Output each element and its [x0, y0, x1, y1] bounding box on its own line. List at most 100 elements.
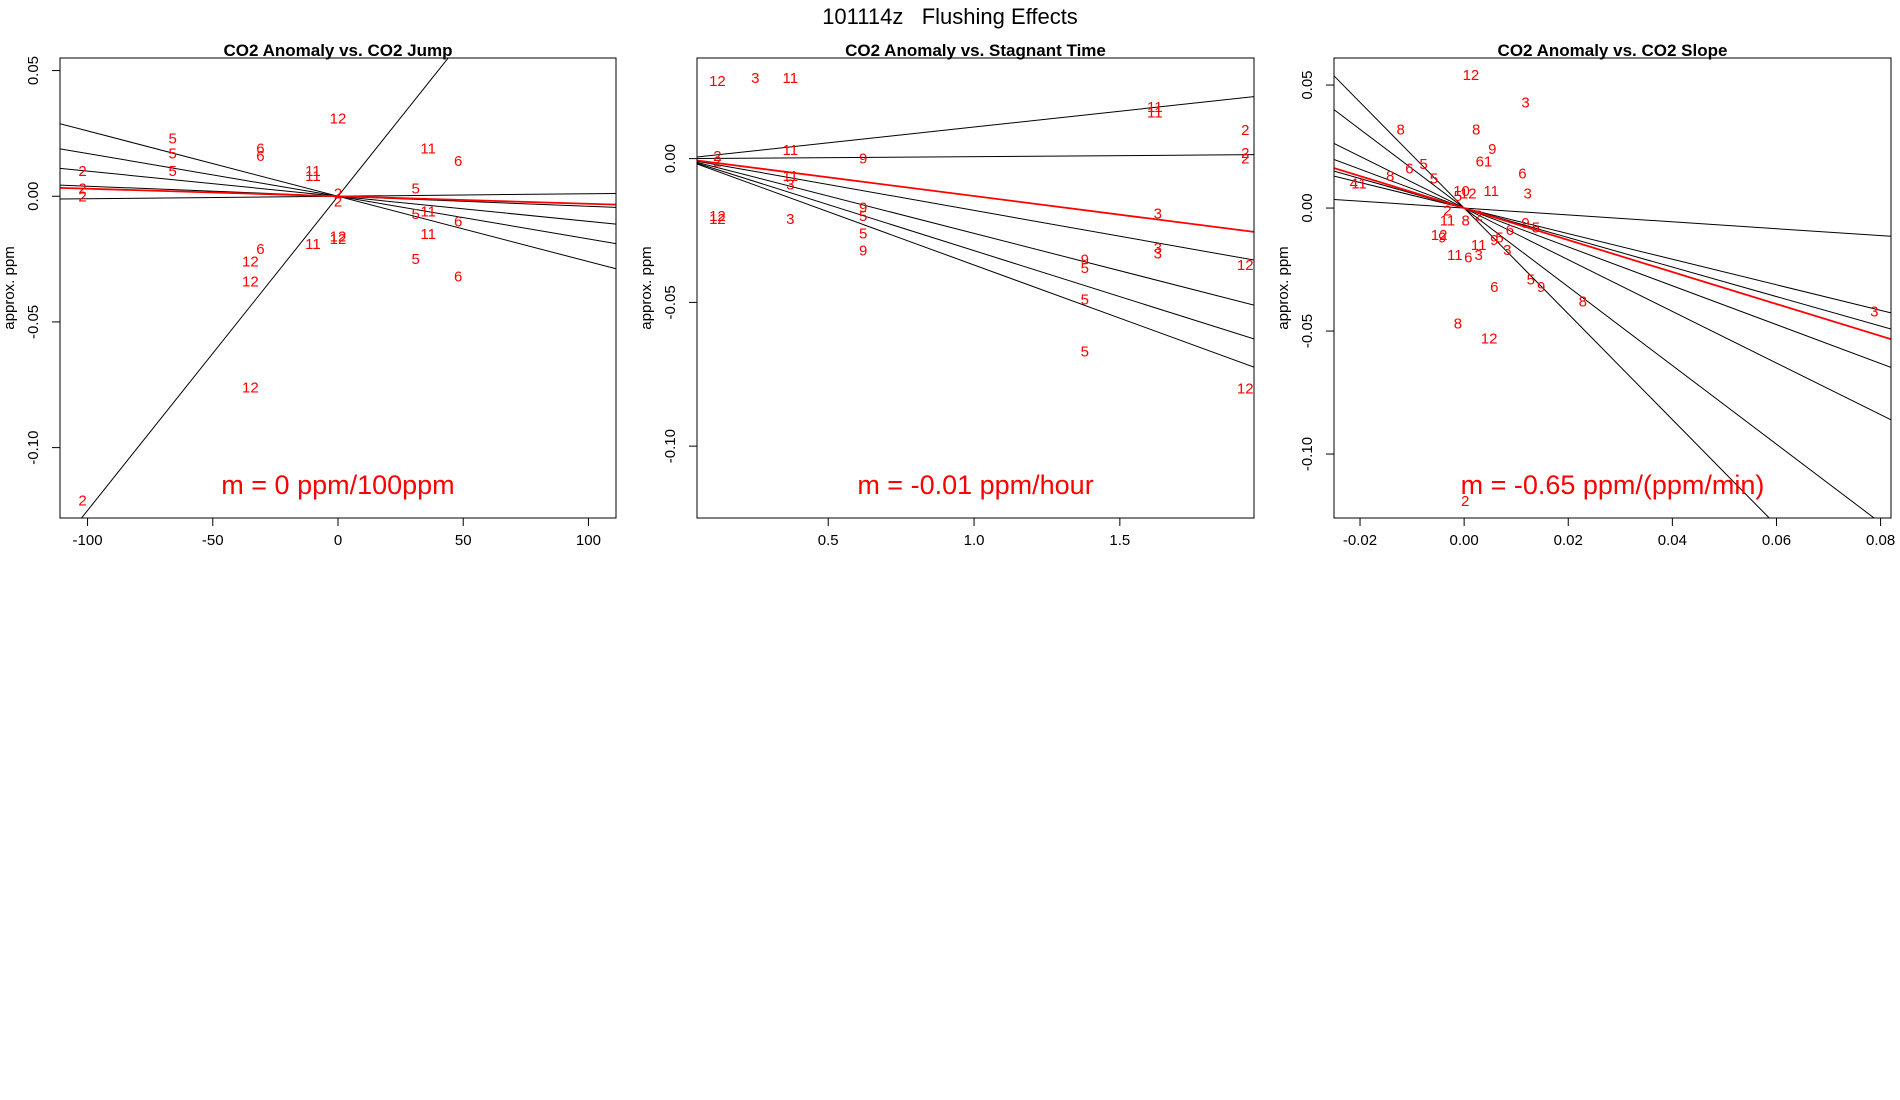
point-label: 3 [1521, 94, 1529, 111]
point-label: 8 [1472, 121, 1480, 138]
fit-line-overall [697, 159, 1254, 233]
point-label: 6 [454, 269, 462, 286]
point-label: 9 [1521, 215, 1529, 232]
y-tick-label: 0.00 [662, 144, 679, 173]
y-tick-label: -0.10 [662, 429, 679, 463]
point-label: 5 [1081, 343, 1089, 360]
point-label: 3 [1154, 205, 1162, 222]
y-axis-label: approx. ppm [638, 246, 655, 329]
point-label: 11 [420, 226, 436, 243]
point-label: 5 [1430, 171, 1438, 188]
slope-annotation: m = -0.01 ppm/hour [857, 470, 1093, 500]
fit-line [80, 58, 449, 518]
point-label: 5 [1527, 271, 1535, 288]
point-label: 5 [411, 251, 419, 268]
point-label: 5 [1495, 230, 1503, 247]
point-label: 8 [1462, 212, 1470, 229]
point-label: 3 [1503, 242, 1511, 259]
point-label: 5 [169, 163, 177, 180]
point-label: 2 [1241, 122, 1249, 139]
point-label: 5 [1419, 156, 1427, 173]
point-label: 3 [1523, 185, 1531, 202]
point-label: 61 [1476, 153, 1493, 170]
x-tick-label: 0 [334, 532, 342, 549]
x-tick-label: 0.08 [1866, 532, 1895, 549]
y-tick-label: 0.00 [1299, 193, 1316, 222]
point-label: 3 [786, 211, 794, 228]
slope-annotation: m = -0.65 ppm/(ppm/min) [1461, 470, 1765, 500]
point-label: 9 [1490, 232, 1498, 249]
x-tick-label: -0.02 [1343, 532, 1377, 549]
point-label: 8 [1396, 121, 1404, 138]
point-label: 3 [751, 70, 759, 87]
x-tick-label: 50 [455, 532, 472, 549]
y-tick-label: -0.10 [1299, 437, 1316, 471]
fit-line [697, 163, 1254, 368]
y-axis-label: approx. ppm [1275, 246, 1292, 329]
point-label: 12 [330, 110, 347, 127]
point-label: 9 [1438, 230, 1446, 247]
point-label: 11 [1351, 175, 1367, 192]
plot-frame [696, 57, 1255, 519]
x-tick-label: 0.06 [1762, 532, 1791, 549]
point-label: 2 [78, 181, 86, 198]
point-label: 3 [786, 177, 794, 194]
point-label: 12 [1237, 257, 1254, 274]
figure-title: 101114z Flushing Effects [0, 4, 1900, 30]
point-label: 11 [783, 168, 799, 185]
point-label: 12 [242, 379, 259, 396]
point-label: 4 [1350, 175, 1358, 192]
panel-3: CO2 Anomaly vs. CO2 Slope -0.02 0.00 0.02 0.… [1275, 41, 1895, 549]
point-label: 11 [1447, 247, 1463, 264]
point-label: 2 [1241, 151, 1249, 168]
point-label: 2 [1475, 207, 1483, 224]
point-label: 9 [859, 200, 867, 217]
fit-lines [60, 58, 616, 518]
figure-title-sub: Flushing Effects [921, 4, 1078, 29]
point-label: 3 [1154, 246, 1162, 263]
point-label: 2 [713, 154, 721, 171]
point-label: 6 [1405, 161, 1413, 178]
point-label: 9 [1081, 251, 1089, 268]
plot-frame [1333, 57, 1892, 519]
point-label: 12 [1481, 330, 1498, 347]
point-label: 12 [242, 274, 259, 291]
point-label: 11 [1483, 183, 1499, 200]
x-tick-label: 1.0 [964, 532, 985, 549]
point-label: 5 [411, 206, 419, 223]
x-tick-label: 0.5 [818, 532, 839, 549]
x-tick-label: 1.5 [1109, 532, 1130, 549]
point-label: 12 [330, 231, 347, 248]
point-label: 9 [1537, 279, 1545, 296]
point-label: 2 [334, 186, 342, 203]
point-label: 5 [1454, 188, 1462, 205]
fit-line [1334, 75, 1770, 518]
x-tick-label: 0.04 [1658, 532, 1687, 549]
x-tick-label: 0.02 [1554, 532, 1583, 549]
point-label: 5 [1081, 260, 1089, 277]
fit-line [1334, 198, 1891, 237]
point-label: 2 [1241, 145, 1249, 162]
fit-line-overall [60, 186, 616, 206]
point-label: 12 [1460, 185, 1477, 202]
point-label: 6 [1506, 222, 1514, 239]
point-label: 8 [1579, 294, 1587, 311]
point-label: 11 [1147, 99, 1163, 116]
point-label: 12 [1463, 67, 1480, 84]
point-label: 5 [411, 181, 419, 198]
point-label: 11 [305, 168, 321, 185]
point-label: 12 [709, 208, 726, 225]
point-label: 3 [1154, 240, 1162, 257]
point-label: 11 [1147, 105, 1163, 122]
point-label: 9 [1488, 141, 1496, 158]
point-label: 11 [1471, 237, 1487, 254]
point-label: 2 [78, 492, 86, 509]
point-label: 6 [454, 213, 462, 230]
panel-2: CO2 Anomaly vs. Stagnant Time 0.5 1.0 1.5 -0… [638, 41, 1255, 549]
point-label: 6 [256, 148, 264, 165]
point-label: 12 [709, 211, 726, 228]
point-label: 11 [305, 236, 321, 253]
x-tick-label: -100 [73, 532, 103, 549]
point-label: 5 [1081, 292, 1089, 309]
